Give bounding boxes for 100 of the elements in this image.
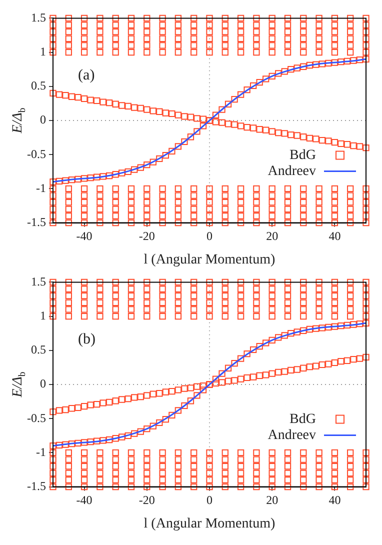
point (190, 476, 198, 484)
point (206, 470, 213, 476)
point (347, 22, 354, 28)
point (159, 286, 166, 292)
point (331, 312, 338, 320)
point (222, 22, 228, 28)
point (362, 48, 370, 56)
point (331, 299, 338, 306)
point (65, 28, 72, 36)
x-axis-title: l (Angular Momentum) (144, 252, 276, 268)
point (206, 306, 213, 313)
point (50, 306, 56, 313)
point (65, 483, 72, 490)
point (362, 42, 370, 49)
point (300, 476, 307, 484)
point (96, 206, 104, 212)
point (268, 470, 276, 476)
point (128, 212, 135, 220)
point (80, 463, 88, 470)
point (174, 312, 182, 320)
y-tick-label: 1.5 (30, 274, 46, 288)
point (112, 463, 119, 470)
point (300, 212, 307, 220)
legend-label: Andreev (268, 428, 316, 443)
point (300, 299, 307, 306)
point (253, 219, 260, 226)
point (284, 206, 292, 212)
point (206, 185, 213, 192)
point (96, 14, 104, 22)
point (144, 192, 150, 199)
point (347, 292, 354, 300)
point (253, 463, 260, 470)
point (128, 306, 135, 313)
point (331, 185, 338, 192)
point (159, 292, 166, 300)
point (174, 456, 182, 463)
point (268, 219, 276, 226)
y-tick-label: -1 (36, 444, 46, 459)
point (362, 463, 370, 470)
point (80, 48, 88, 56)
point (362, 456, 370, 463)
point (268, 42, 276, 49)
point (300, 306, 307, 313)
point (190, 219, 198, 226)
point (253, 185, 260, 192)
point (300, 185, 307, 192)
point (237, 185, 244, 192)
point (331, 219, 338, 226)
point (206, 22, 213, 28)
point (50, 470, 56, 476)
point (222, 463, 228, 470)
point (362, 476, 370, 484)
point (206, 463, 213, 470)
point (65, 48, 72, 56)
point (237, 449, 244, 456)
point (347, 483, 354, 490)
point (268, 483, 276, 490)
point (144, 199, 150, 206)
x-tick-label: 0 (206, 493, 212, 508)
point (237, 14, 244, 22)
point (50, 48, 56, 56)
point (112, 14, 119, 22)
point (96, 28, 104, 36)
point (159, 306, 166, 313)
point (174, 28, 182, 36)
point (347, 286, 354, 292)
point (206, 14, 213, 22)
point (206, 449, 213, 456)
y-tick-label: 1 (40, 308, 46, 322)
point (331, 449, 338, 456)
point (80, 199, 88, 206)
point (237, 463, 244, 470)
point (222, 456, 228, 463)
point (362, 212, 370, 220)
point (96, 192, 104, 199)
point (316, 286, 322, 292)
point (96, 185, 104, 192)
point (347, 48, 354, 56)
point (128, 206, 135, 212)
point (268, 212, 276, 220)
point (300, 456, 307, 463)
point (268, 199, 276, 206)
point (50, 185, 56, 192)
point (159, 22, 166, 28)
point (144, 185, 150, 192)
point (222, 306, 228, 313)
point (50, 476, 56, 484)
point (112, 292, 119, 300)
point (159, 42, 166, 49)
point (347, 463, 354, 470)
point (174, 449, 182, 456)
point (174, 286, 182, 292)
point (174, 278, 182, 286)
point (96, 278, 104, 286)
point (112, 206, 119, 212)
point (316, 212, 322, 220)
point (253, 456, 260, 463)
point (174, 14, 182, 22)
point (174, 299, 182, 306)
point (112, 278, 119, 286)
